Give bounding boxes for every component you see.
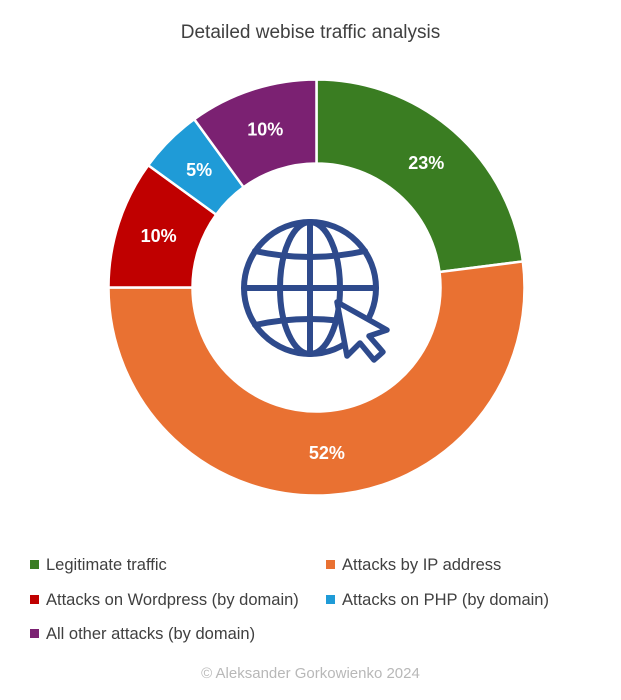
donut-chart: 23% 52% 10% 5% 10%	[107, 78, 526, 497]
chart-title: Detailed webise traffic analysis	[180, 22, 441, 43]
copyright-footer: © Aleksander Gorkowienko 2024	[201, 665, 420, 682]
legend-swatch	[30, 629, 39, 638]
legend-label: Attacks on PHP (by domain)	[342, 591, 549, 609]
slice-value-label: 23%	[408, 153, 444, 173]
legend-item-attacks-on-wordpress: Attacks on Wordpress (by domain)	[30, 591, 299, 610]
legend-swatch	[326, 560, 335, 569]
legend-swatch	[30, 560, 39, 569]
slice-value-label: 5%	[186, 160, 212, 180]
slice-attacks-by-ip-address	[107, 260, 526, 497]
globe-cursor-icon	[241, 219, 390, 363]
legend-item-attacks-by-ip: Attacks by IP address	[326, 556, 501, 575]
slice-legitimate-traffic	[315, 78, 525, 274]
legend-swatch	[30, 595, 39, 604]
slice-labels-group: 23% 52% 10% 5% 10%	[141, 120, 445, 464]
legend-item-all-other-attacks: All other attacks (by domain)	[30, 625, 255, 644]
slice-value-label: 10%	[247, 120, 283, 140]
slices-group	[107, 78, 526, 497]
legend-label: Attacks by IP address	[342, 556, 502, 574]
legend-label: Legitimate traffic	[46, 556, 167, 574]
legend-item-attacks-on-php: Attacks on PHP (by domain)	[326, 591, 549, 610]
legend-item-legitimate-traffic: Legitimate traffic	[30, 556, 167, 575]
legend-label: All other attacks (by domain)	[46, 625, 256, 643]
legend-label: Attacks on Wordpress (by domain)	[46, 591, 299, 609]
slice-all-other-attacks-by-domain	[192, 78, 318, 189]
slice-value-label: 52%	[309, 443, 345, 463]
legend-swatch	[326, 595, 335, 604]
slice-value-label: 10%	[141, 226, 177, 246]
